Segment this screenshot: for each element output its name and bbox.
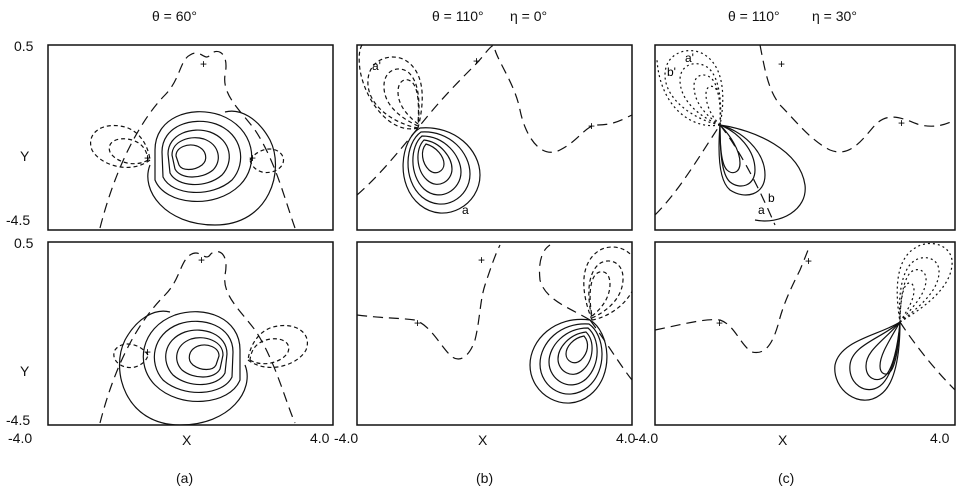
panel-b-bottom-contours [357, 244, 632, 404]
col-c-eta: η = 30° [812, 8, 857, 24]
panel-a-bottom [47, 241, 334, 426]
plus-b-bottom-2: + [414, 316, 421, 330]
caption-a: (a) [176, 470, 194, 486]
label-b-a: a [462, 203, 469, 217]
col-a-theta: θ = 60° [152, 8, 197, 24]
y-tick-top-2: 0.5 [14, 235, 34, 251]
x-tick-c-right: 4.0 [930, 430, 950, 446]
plus-a-bottom-1: + [198, 253, 205, 267]
col-b-eta: η = 0° [510, 8, 548, 24]
panel-c-top-contours [655, 45, 955, 226]
y-axis-bottom-label: Y [20, 363, 30, 379]
x-label-b: X [478, 432, 488, 448]
plus-c-bottom-1: + [805, 254, 812, 268]
plus-c-bottom-2: + [716, 316, 723, 330]
x-tick-a-right: 4.0 [310, 430, 330, 446]
y-axis-top-label: Y [20, 148, 30, 164]
label-c-a: a [758, 203, 765, 217]
x-label-c: X [778, 432, 788, 448]
x-tick-a-left: -4.0 [8, 430, 33, 446]
panel-c-bottom-contours [655, 243, 955, 401]
x-tick-b-right: 4.0 [616, 430, 636, 446]
label-b-a-prime: a' [372, 59, 381, 73]
panel-c-top [654, 44, 956, 231]
plus-b-top-1: + [473, 54, 480, 68]
panel-c-bottom [654, 241, 956, 426]
panel-b-top-contours [357, 45, 632, 214]
caption-c: (c) [778, 470, 795, 486]
caption-b: (b) [476, 470, 494, 486]
plus-c-top-2: + [898, 116, 905, 130]
y-tick-top-1: 0.5 [14, 38, 34, 54]
col-c-theta: θ = 110° [728, 8, 780, 24]
y-tick-bottom-1: -4.5 [6, 212, 31, 228]
x-label-a: X [182, 432, 192, 448]
plus-a-bottom-2: + [144, 345, 151, 359]
panel-b-top [356, 44, 633, 231]
x-tick-b-left: -4.0 [334, 430, 359, 446]
label-c-b: b [768, 191, 775, 205]
col-b-theta: θ = 110° [432, 8, 484, 24]
label-c-a-prime: a' [685, 51, 694, 65]
plus-c-top-1: + [778, 57, 785, 71]
plus-a-top-2: + [144, 151, 151, 165]
plus-b-top-2: + [588, 119, 595, 133]
plus-b-bottom-1: + [478, 253, 485, 267]
panel-b-bottom [356, 241, 633, 426]
panel-a-top [47, 44, 334, 231]
plus-a-top-1: + [200, 57, 207, 71]
label-c-b-prime: b' [667, 65, 676, 79]
panel-a-bottom-contours [99, 251, 308, 425]
panel-a-top-contours [90, 51, 296, 229]
plus-a-top-3: + [249, 151, 256, 165]
x-tick-c-left: -4.0 [634, 430, 659, 446]
y-tick-bottom-2: -4.5 [6, 412, 31, 428]
